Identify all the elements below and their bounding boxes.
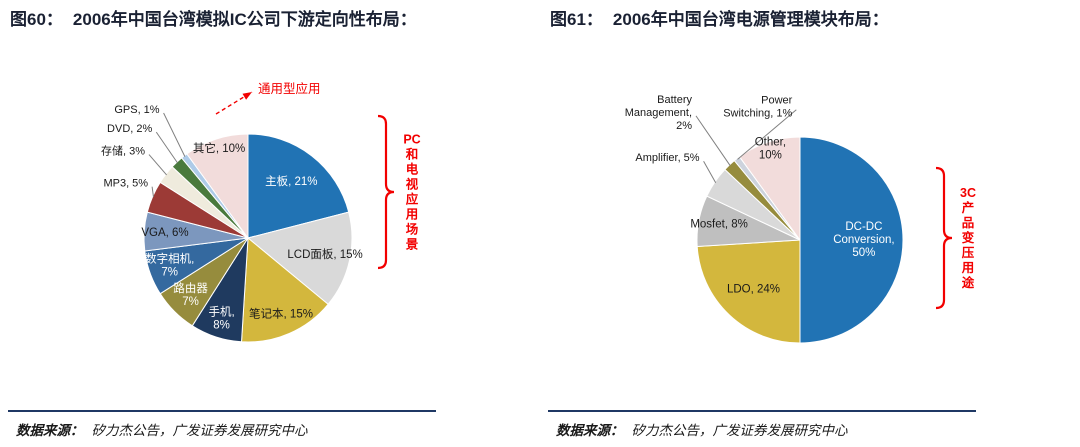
- pie-slice-6: [738, 136, 801, 242]
- slice-label-7: MP3, 5%: [103, 178, 148, 190]
- annotation-bracket-label-char: 和: [405, 147, 419, 162]
- annotation-bracket-label-char: 应: [406, 192, 419, 207]
- annotation-bracket-label-char: 用: [405, 208, 419, 222]
- pie-slice-0: [247, 133, 350, 239]
- chart-title-fig61: 图61： 2006年中国台湾电源管理模块布局：: [550, 8, 996, 62]
- slice-label-1: LCD面板, 15%: [287, 247, 362, 261]
- data-source-line: 数据来源： 矽力杰公告，广发证券发展研究中心: [8, 419, 448, 439]
- label-leader-line: [163, 112, 186, 157]
- slice-label-6: Other, 10%: [755, 136, 786, 161]
- annotation-bracket-label-char: 用: [961, 261, 975, 275]
- annotation-bracket-label-char: 变: [962, 230, 975, 245]
- annotation-bracket-label-char: 场: [406, 223, 419, 237]
- panel-fig61: 图61： 2006年中国台湾电源管理模块布局： DC-DC Conversion, 5…: [540, 0, 1080, 447]
- annotation-bracket-label-char: PC: [403, 133, 420, 147]
- figure-title-text: 2006年中国台湾电源管理模块布局：: [612, 10, 889, 29]
- pie-slice-1: [696, 239, 801, 344]
- annotation-bracket-label-char: 视: [406, 177, 419, 192]
- label-leader-line: [148, 154, 167, 176]
- slice-label-5: 数字相机, 7%: [145, 252, 194, 279]
- label-leader-line: [737, 109, 797, 160]
- data-source-label: 数据来源：: [16, 423, 84, 438]
- label-leader-line: [695, 115, 731, 166]
- divider-line: [8, 410, 436, 412]
- data-source-line: 数据来源： 矽力杰公告，广发证券发展研究中心: [548, 419, 988, 439]
- slice-label-2: 笔记本, 15%: [249, 306, 313, 320]
- divider-line: [548, 410, 976, 412]
- figure-number: 图61：: [550, 10, 603, 29]
- slice-label-0: 主板, 21%: [265, 174, 317, 188]
- slice-label-5: Power Switching, 1%: [723, 94, 792, 119]
- annotation-bracket: [935, 166, 953, 310]
- data-source-label: 数据来源：: [556, 423, 624, 438]
- slice-label-10: GPS, 1%: [114, 104, 159, 116]
- annotation-bracket: [377, 114, 395, 270]
- slice-label-4: 路由器 7%: [173, 281, 208, 308]
- pie-slice-2: [240, 236, 329, 343]
- annotation-bracket-label-char: 品: [962, 216, 975, 230]
- figure-number: 图60：: [10, 10, 63, 29]
- annotation-bracket-label-char: 途: [962, 275, 975, 290]
- slice-label-8: 存储, 3%: [101, 144, 145, 158]
- panel-footer: 数据来源： 矽力杰公告，广发证券发展研究中心: [548, 410, 988, 439]
- annotation-bracket-label-char: 产: [962, 200, 975, 215]
- panel-fig60: 图60： 2006年中国台湾模拟IC公司下游定向性布局： 主板, 21% LCD面板…: [8, 8, 456, 439]
- annotation-bracket-label-char: 压: [962, 246, 975, 260]
- pie-slice-0: [799, 136, 904, 344]
- slice-label-1: LDO, 24%: [727, 284, 780, 296]
- slice-label-3: Amplifier, 5%: [635, 152, 699, 164]
- panel-footer: 数据来源： 矽力杰公告，广发证券发展研究中心: [8, 410, 448, 439]
- label-leader-line: [151, 186, 154, 198]
- data-source-text: 矽力杰公告，广发证券发展研究中心: [91, 423, 308, 438]
- pie-slice-11: [186, 133, 249, 240]
- annotation-bracket-label-char: 3C: [960, 186, 976, 200]
- pie-chart-power-modules: DC-DC Conversion, 50% LDO, 24% Mosfet, 8% Amp…: [625, 94, 976, 344]
- slice-label-3: 手机, 8%: [208, 305, 234, 332]
- pie-slice-1: [246, 211, 353, 306]
- annotation-bracket-label-char: 电: [406, 162, 419, 177]
- chart-title-fig60: 图60： 2006年中国台湾模拟IC公司下游定向性布局：: [10, 8, 456, 62]
- slice-label-0: DC-DC Conversion, 50%: [833, 221, 894, 259]
- pie-chart-downstream-apps: 主板, 21% LCD面板, 15% 笔记本, 15% 手机, 8%路由器 7%数字相机,…: [101, 81, 421, 343]
- figure-title-text: 2006年中国台湾模拟IC公司下游定向性布局：: [72, 10, 417, 29]
- annotation-bracket-label-char: 景: [406, 238, 419, 252]
- slice-label-9: DVD, 2%: [107, 123, 152, 135]
- data-source-text: 矽力杰公告，广发证券发展研究中心: [631, 423, 848, 438]
- annotation-arrow-label: 通用型应用: [258, 81, 321, 96]
- slice-label-11: 其它, 10%: [193, 141, 245, 155]
- slice-label-6: VGA, 6%: [141, 227, 188, 239]
- label-leader-line: [155, 131, 178, 164]
- slice-label-2: Mosfet, 8%: [690, 219, 748, 231]
- annotation-arrowhead: [242, 92, 252, 100]
- label-leader-line: [703, 160, 717, 183]
- slice-label-4: Battery Management, 2%: [625, 94, 693, 132]
